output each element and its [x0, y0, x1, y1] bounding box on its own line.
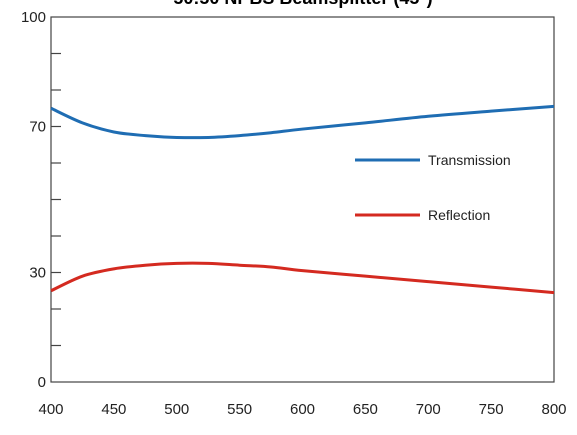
legend-label-reflection: Reflection — [428, 207, 490, 223]
series-line-reflection — [50, 261, 555, 295]
legend-label-transmission: Transmission — [428, 152, 511, 168]
x-tick-label-700: 700 — [416, 401, 441, 418]
plot-frame — [50, 16, 555, 383]
x-tick-label-450: 450 — [101, 401, 126, 418]
y-axis-ticks: 0 30 70 100 — [21, 9, 61, 391]
chart-title: 50:50 NPBS Beamsplitter (45°) — [173, 0, 432, 8]
series-layer — [50, 104, 555, 295]
y-tick-label-100: 100 — [21, 9, 46, 26]
x-axis-ticks: 400 450 500 550 600 650 700 750 800 — [38, 401, 566, 418]
x-tick-label-650: 650 — [353, 401, 378, 418]
x-tick-label-500: 500 — [164, 401, 189, 418]
x-tick-label-600: 600 — [290, 401, 315, 418]
x-tick-label-550: 550 — [227, 401, 252, 418]
x-tick-label-400: 400 — [38, 401, 63, 418]
series-line-transmission — [50, 104, 555, 140]
y-tick-label-70: 70 — [29, 119, 46, 136]
y-tick-label-30: 30 — [29, 265, 46, 282]
x-tick-label-800: 800 — [541, 401, 566, 418]
x-tick-label-750: 750 — [479, 401, 504, 418]
y-tick-label-0: 0 — [38, 374, 46, 391]
legend: Transmission Reflection — [355, 152, 511, 223]
